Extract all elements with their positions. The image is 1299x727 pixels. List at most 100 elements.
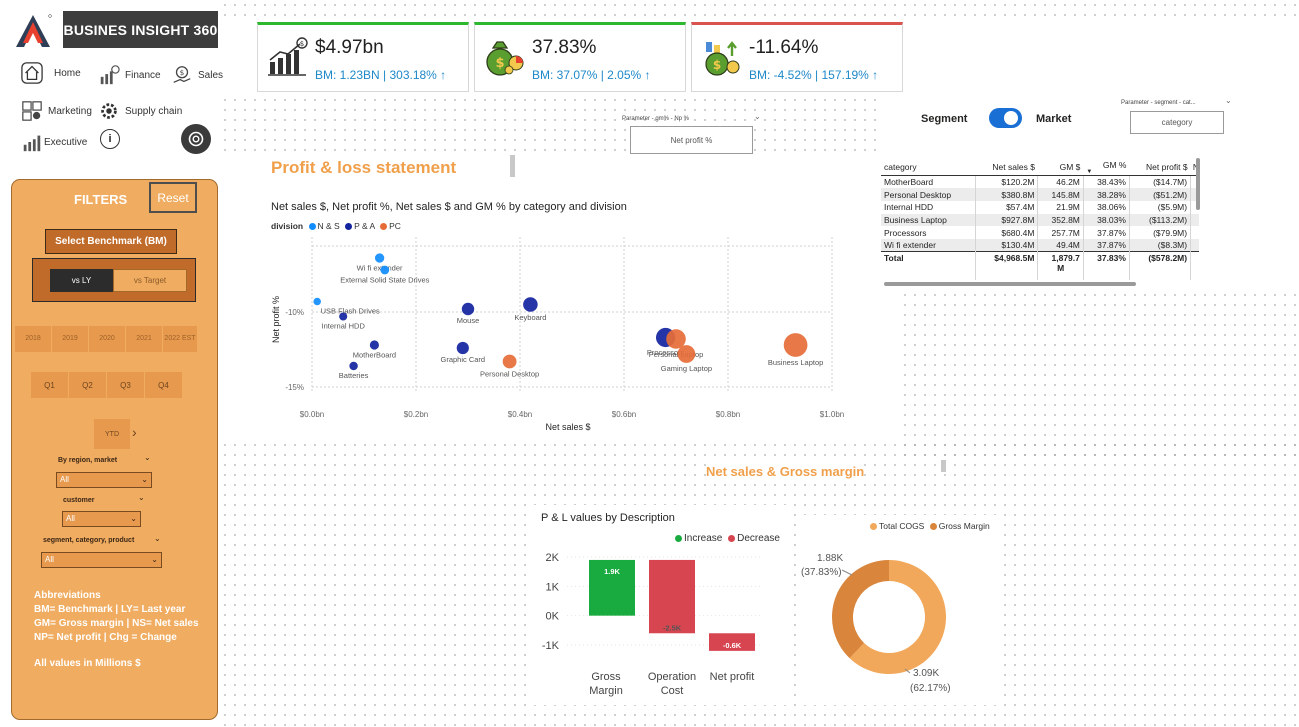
year-2020[interactable]: 2020 [89,326,125,352]
table-cell: 38.06% [1082,200,1130,214]
waterfall-data-label: -0.6K [723,641,742,650]
table-row[interactable]: Wi fi extender $130.4M 49.4M 37.87% ($8.3M) [881,238,1199,252]
x-tick-label: $0.6bn [612,410,636,419]
kpi-net-sales-value: $4.97bn [315,37,384,58]
col-truncated[interactable]: N [1190,159,1199,176]
abbreviations-title: Abbreviations [34,590,101,601]
nav-supply-chain-label: Supply chain [125,105,183,117]
legend-dot-increase [675,534,682,542]
year-2022-est[interactable]: 2022 EST [163,326,197,352]
col-gm-dollar[interactable]: GM $ [1037,159,1084,176]
nav-executive-label: Executive [44,136,88,148]
product-value: All [45,555,54,564]
ytd-next-chevron-icon[interactable]: › [132,424,137,440]
scatter-point-keyboard [523,297,538,312]
donut-label-gm-value: 1.88K [817,553,843,564]
waterfall-x-label: Cost [661,685,684,697]
scatter-title: Net sales $, Net profit %, Net sales $ a… [271,201,627,213]
year-2018[interactable]: 2018 [15,326,51,352]
product-select[interactable]: All ⌄ [41,552,162,568]
canvas-white-chart [262,185,850,435]
customer-chevron-icon[interactable]: ⌄ [138,493,145,502]
product-label: segment, category, product [43,537,135,544]
support-icon [188,131,204,147]
region-chevron-icon[interactable]: ⌄ [144,453,151,462]
waterfall-chart[interactable]: 2K 1K 0K -1K 1.9K Gross Margin -2.5K Operation Co… [535,545,770,700]
year-2019[interactable]: 2019 [52,326,88,352]
waterfall-data-label: -2.5K [663,623,682,632]
waterfall-y-tick: 1K [546,581,560,593]
table-cell-empty [1190,213,1199,227]
quarter-q2[interactable]: Q2 [69,372,106,398]
legend-dot-cogs [870,522,877,530]
table-cell: 38.43% [1082,175,1130,189]
col-gm-pct[interactable]: GM % ▼ [1083,159,1130,176]
nav-executive[interactable]: Executive [20,131,87,153]
param-gm-np-select[interactable]: Net profit % [630,126,753,154]
table-vertical-scrollbar[interactable] [1196,158,1200,210]
table-row[interactable]: Processors $680.4M 257.7M 37.87% ($79.9M) [881,226,1199,239]
segment-market-toggle[interactable] [989,108,1022,128]
toggle-knob [1004,111,1018,125]
quarter-q1[interactable]: Q1 [31,372,68,398]
quarter-q4[interactable]: Q4 [145,372,182,398]
scatter-point-external-solid-state-drives [380,265,390,275]
col-net-sales[interactable]: Net sales $ [975,159,1038,176]
table-cell: $120.2M [975,175,1038,189]
ytd-button[interactable]: YTD [94,419,130,449]
table-row[interactable]: Business Laptop $927.8M 352.8M 38.03% ($113.… [881,213,1199,227]
legend-dot-ns [308,222,316,230]
table-cell: ($14.7M) [1128,175,1191,189]
nav-support[interactable] [181,124,211,154]
col-category[interactable]: category [881,159,976,176]
category-table[interactable]: category Net sales $ GM $ GM % ▼ Net prof… [881,159,1199,280]
nav-info[interactable]: i [100,129,120,149]
nav-home[interactable]: Home [20,62,81,84]
col-gm-pct-label: GM % [1102,160,1127,170]
product-chevron-icon[interactable]: ⌄ [154,534,161,543]
table-row[interactable]: Internal HDD $57.4M 21.9M 38.06% ($5.9M) [881,200,1199,214]
customer-select[interactable]: All ⌄ [62,511,141,527]
nav-supply-chain[interactable]: Supply chain [97,100,182,122]
svg-text:$: $ [180,68,185,77]
segment-toggle-label: Segment [921,113,968,125]
donut-slice-gross-margin [832,560,889,659]
scatter-chart[interactable]: $0.0bn $0.2bn $0.4bn $0.6bn $0.8bn $1.0bn -10%… [262,232,852,437]
reset-button[interactable]: Reset [149,182,197,213]
table-total-cell: 37.83% [1082,251,1130,280]
kpi-net-profit-value: -11.64% [749,37,819,58]
svg-text:$: $ [300,40,304,48]
legend-gm: Gross Margin [938,521,990,531]
nav-marketing[interactable]: Marketing [20,100,92,122]
param-segment-chevron-icon[interactable]: ⌄ [1225,96,1232,105]
table-row[interactable]: MotherBoard $120.2M 46.2M 38.43% ($14.7M) [881,175,1199,189]
scatter-point-motherboard [369,340,379,350]
nav-sales[interactable]: $ Sales [170,64,223,86]
waterfall-bar-net-profit [709,633,755,651]
quarter-q3[interactable]: Q3 [107,372,144,398]
region-select[interactable]: All ⌄ [56,472,152,488]
legend-dot-pa [345,222,353,230]
col-net-profit[interactable]: Net profit $ [1129,159,1191,176]
scatter-label-gaming-laptop: Gaming Laptop [661,364,712,373]
nav-finance[interactable]: Finance [97,64,161,86]
year-2021[interactable]: 2021 [126,326,162,352]
table-row[interactable]: Personal Desktop $380.8M 145.8M 38.28% ($51.… [881,188,1199,201]
donut-chart[interactable]: 3.09K (62.17%) 1.88K (37.83%) [790,545,990,700]
waterfall-bar-operation-cost [649,559,695,634]
table-cell: ($51.2M) [1128,188,1191,201]
param-segment-select[interactable]: category [1130,111,1224,134]
bm-vs-target-button[interactable]: vs Target [113,269,187,292]
table-cell: 38.03% [1082,213,1130,227]
filters-title: FILTERS [74,192,128,207]
svg-text:$: $ [713,58,721,72]
table-cell: $57.4M [975,200,1038,214]
y-axis-title: Net profit % [271,296,281,343]
waterfall-title: P & L values by Description [541,512,675,524]
legend-cogs: Total COGS [879,521,925,531]
param-gm-np-chevron-icon[interactable]: ⌄ [754,112,761,121]
scatter-legend-title: division [271,221,304,231]
table-horizontal-scrollbar[interactable] [884,282,1136,286]
kpi-gross-margin: $ 37.83% BM: 37.07% | 2.05% ↑ [474,22,686,92]
bm-vs-ly-button[interactable]: vs LY [50,269,113,292]
